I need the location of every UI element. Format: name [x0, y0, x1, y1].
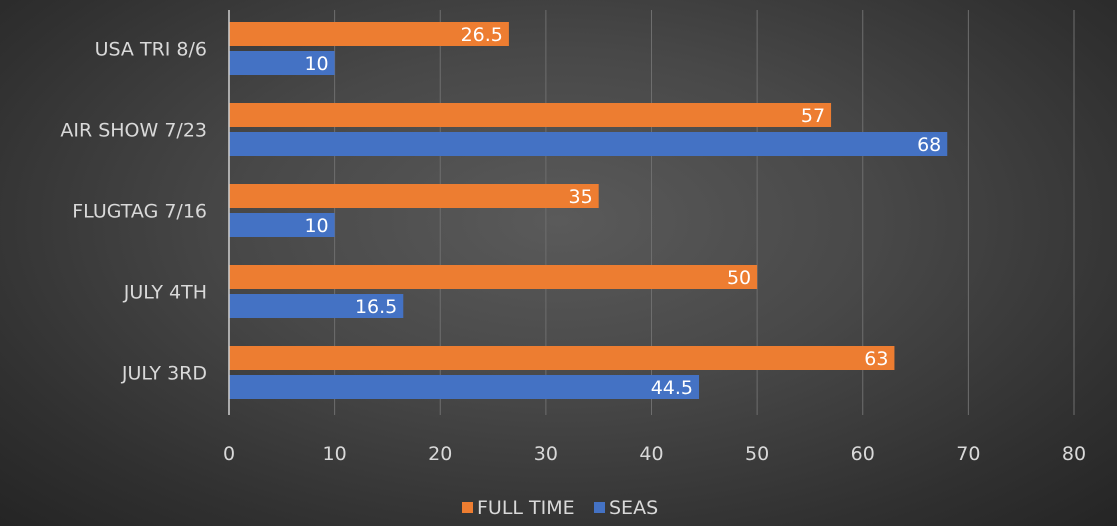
legend-label: SEAS [609, 497, 658, 519]
bar-full-time [229, 103, 832, 127]
data-label: 10 [304, 215, 328, 237]
data-label: 16.5 [355, 296, 397, 318]
x-tick-label: 10 [323, 443, 347, 465]
data-label: 26.5 [461, 24, 503, 46]
data-label: 57 [801, 105, 825, 127]
legend-label: FULL TIME [477, 497, 575, 519]
x-tick-label: 50 [745, 443, 769, 465]
data-label: 44.5 [651, 377, 693, 399]
legend-swatch [462, 502, 473, 513]
x-tick-label: 60 [851, 443, 875, 465]
x-tick-label: 80 [1062, 443, 1086, 465]
bar-seas [229, 132, 948, 156]
data-label: 50 [727, 267, 751, 289]
data-label: 35 [569, 186, 593, 208]
legend-swatch [594, 502, 605, 513]
x-tick-label: 40 [639, 443, 663, 465]
bar-full-time [229, 346, 895, 370]
bar-full-time [229, 265, 758, 289]
x-tick-label: 0 [223, 443, 235, 465]
data-label: 68 [917, 134, 941, 156]
data-label: 10 [304, 53, 328, 75]
bar-seas [229, 294, 404, 318]
bar-full-time [229, 22, 509, 46]
bar-seas [229, 213, 335, 237]
bar-seas [229, 375, 700, 399]
x-tick-label: 70 [956, 443, 980, 465]
y-tick-label: AIR SHOW 7/23 [60, 120, 207, 142]
y-tick-label: FLUGTAG 7/16 [72, 201, 207, 223]
y-tick-label: USA TRI 8/6 [95, 39, 207, 61]
bar-full-time [229, 184, 599, 208]
bar-seas [229, 51, 335, 75]
y-tick-label: JULY 4TH [123, 282, 207, 304]
data-label: 63 [864, 348, 888, 370]
y-tick-label: JULY 3RD [121, 363, 207, 385]
x-tick-label: 30 [534, 443, 558, 465]
x-tick-label: 20 [428, 443, 452, 465]
